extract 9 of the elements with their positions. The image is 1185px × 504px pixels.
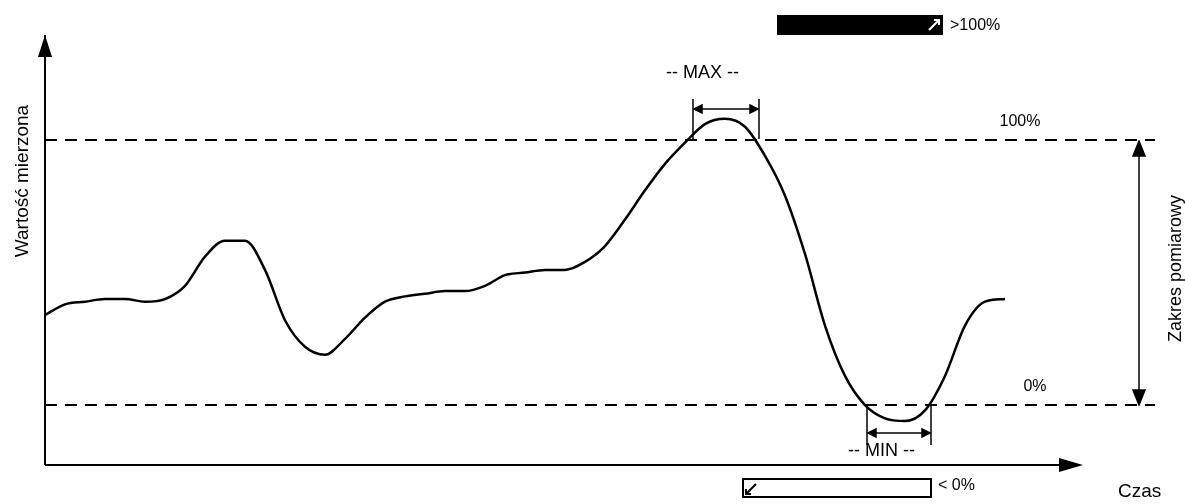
text: Zakres pomiarowy — [1164, 194, 1185, 345]
annotation: -- MIN -- — [848, 440, 915, 461]
text: < 0% — [938, 476, 975, 494]
x-axis-title: Czas — [1118, 480, 1162, 502]
y-axis-title: Wartość mierzona — [11, 103, 33, 260]
ref-line-label: 100% — [999, 112, 1041, 130]
ref-line-label: 0% — [1023, 377, 1047, 395]
annotation: -- MAX -- — [666, 62, 739, 83]
text: >100% — [950, 16, 1001, 34]
